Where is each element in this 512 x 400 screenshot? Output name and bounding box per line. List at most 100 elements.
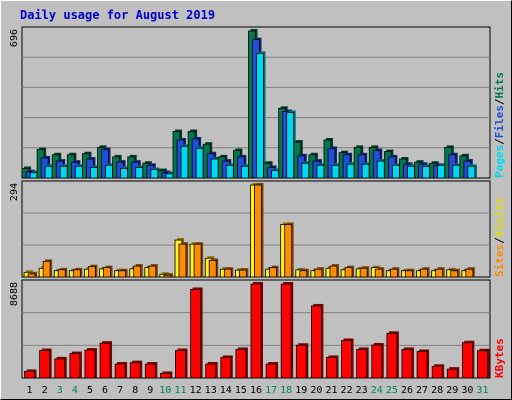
bar-pages-day-29 [452, 164, 461, 179]
panel-hits-files-pages-legend: Pages/Files/Hits [493, 72, 506, 178]
x-tick-label-day-25: 25 [386, 385, 398, 396]
bar-kbytes-day-9 [144, 363, 156, 379]
bar-pages-day-24 [376, 160, 385, 179]
bar-pages-day-1 [29, 172, 38, 179]
x-tick-label-day-4: 4 [72, 385, 78, 396]
bar-sites-day-22 [344, 267, 353, 278]
panel-kbytes-legend: KBytes [493, 338, 506, 378]
bar-kbytes-day-29 [446, 368, 458, 379]
bar-kbytes-day-23 [356, 349, 368, 379]
bar-sites-day-3 [57, 269, 66, 278]
bar-kbytes-day-25 [386, 332, 398, 379]
legend-files: Files [493, 105, 506, 138]
bar-sites-day-4 [72, 269, 81, 278]
x-tick-label-day-12: 12 [190, 385, 202, 396]
bar-sites-day-15 [239, 269, 247, 278]
bar-sites-day-11 [178, 243, 187, 278]
bar-pages-day-4 [74, 165, 83, 179]
bar-kbytes-day-17 [265, 363, 277, 379]
bar-kbytes-day-2 [39, 350, 51, 379]
bar-pages-day-28 [437, 164, 446, 179]
bar-pages-day-21 [331, 164, 340, 179]
bar-kbytes-day-21 [326, 357, 337, 379]
bar-kbytes-day-6 [99, 342, 111, 379]
panel-visits-sites-max-label: 294 [9, 183, 20, 201]
legend-separator: / [493, 138, 506, 145]
x-tick-label-day-19: 19 [295, 385, 307, 396]
x-tick-label-day-17: 17 [265, 385, 277, 396]
bar-sites-day-28 [435, 268, 444, 278]
legend-sites: Sites [493, 244, 506, 277]
bar-pages-day-3 [59, 165, 68, 179]
bar-kbytes-day-11 [175, 350, 186, 379]
x-tick-label-day-20: 20 [310, 385, 322, 396]
bar-pages-day-25 [391, 164, 400, 179]
bar-sites-day-20 [314, 268, 323, 278]
bar-kbytes-day-7 [114, 363, 126, 379]
bar-kbytes-day-31 [477, 350, 488, 379]
panel-visits-sites-legend: Sites/Visits [493, 198, 506, 278]
bar-sites-day-2 [42, 260, 51, 278]
bar-sites-day-27 [420, 268, 428, 278]
bar-pages-day-6 [105, 164, 113, 179]
bar-kbytes-day-22 [341, 340, 352, 379]
x-tick-label-day-10: 10 [159, 385, 171, 396]
bar-kbytes-day-4 [69, 353, 81, 379]
bar-pages-day-2 [44, 165, 53, 179]
bar-sites-day-9 [148, 265, 157, 278]
x-tick-label-day-6: 6 [102, 385, 108, 396]
bar-sites-day-18 [284, 224, 293, 278]
bar-pages-day-27 [422, 165, 430, 179]
bar-kbytes-day-14 [220, 357, 232, 379]
x-tick-label-day-24: 24 [371, 385, 383, 396]
bar-kbytes-day-27 [416, 351, 428, 379]
bar-sites-day-8 [133, 265, 142, 278]
legend-separator: / [493, 98, 506, 105]
bar-sites-day-17 [269, 267, 277, 278]
bar-sites-day-5 [88, 266, 96, 278]
bar-sites-day-26 [405, 270, 413, 278]
x-tick-label-day-27: 27 [416, 385, 428, 396]
x-tick-label-day-21: 21 [325, 385, 337, 396]
x-tick-label-day-5: 5 [87, 385, 93, 396]
bar-kbytes-day-26 [401, 349, 413, 379]
bar-sites-day-14 [223, 268, 232, 278]
bar-sites-day-23 [359, 267, 368, 278]
chart-title: Daily usage for August 2019 [20, 8, 216, 22]
bar-kbytes-day-16 [250, 283, 262, 379]
x-tick-label-day-9: 9 [147, 385, 153, 396]
bar-sites-day-6 [103, 267, 111, 278]
bar-files-day-21 [327, 148, 336, 179]
bar-kbytes-day-13 [205, 363, 217, 379]
bar-kbytes-day-20 [310, 305, 322, 379]
legend-hits: Hits [493, 72, 506, 99]
x-tick-label-day-28: 28 [431, 385, 443, 396]
x-tick-label-day-23: 23 [356, 385, 368, 396]
bar-pages-day-13 [210, 158, 219, 179]
bar-sites-day-10 [163, 274, 172, 278]
bar-kbytes-day-10 [160, 373, 171, 379]
bar-pages-day-18 [286, 112, 295, 179]
bar-pages-day-26 [407, 165, 415, 179]
legend-visits: Visits [493, 198, 506, 238]
bar-pages-day-17 [271, 170, 279, 179]
x-tick-label-day-22: 22 [341, 385, 353, 396]
bar-pages-day-5 [90, 167, 98, 179]
bar-pages-day-7 [120, 168, 129, 179]
bar-kbytes-day-19 [295, 344, 307, 379]
bar-pages-day-23 [361, 163, 370, 179]
bar-sites-day-21 [329, 265, 338, 278]
x-tick-label-day-13: 13 [205, 385, 217, 396]
bar-pages-day-14 [225, 164, 234, 179]
x-tick-label-day-14: 14 [220, 385, 232, 396]
bar-pages-day-12 [195, 148, 204, 179]
bar-sites-day-13 [208, 260, 217, 278]
bar-sites-day-12 [193, 243, 202, 278]
bar-pages-day-22 [346, 163, 355, 179]
x-tick-label-day-26: 26 [401, 385, 413, 396]
bar-sites-day-29 [450, 270, 459, 278]
bar-kbytes-day-3 [54, 358, 66, 379]
legend-separator: / [493, 237, 506, 244]
bar-pages-day-9 [150, 169, 159, 179]
